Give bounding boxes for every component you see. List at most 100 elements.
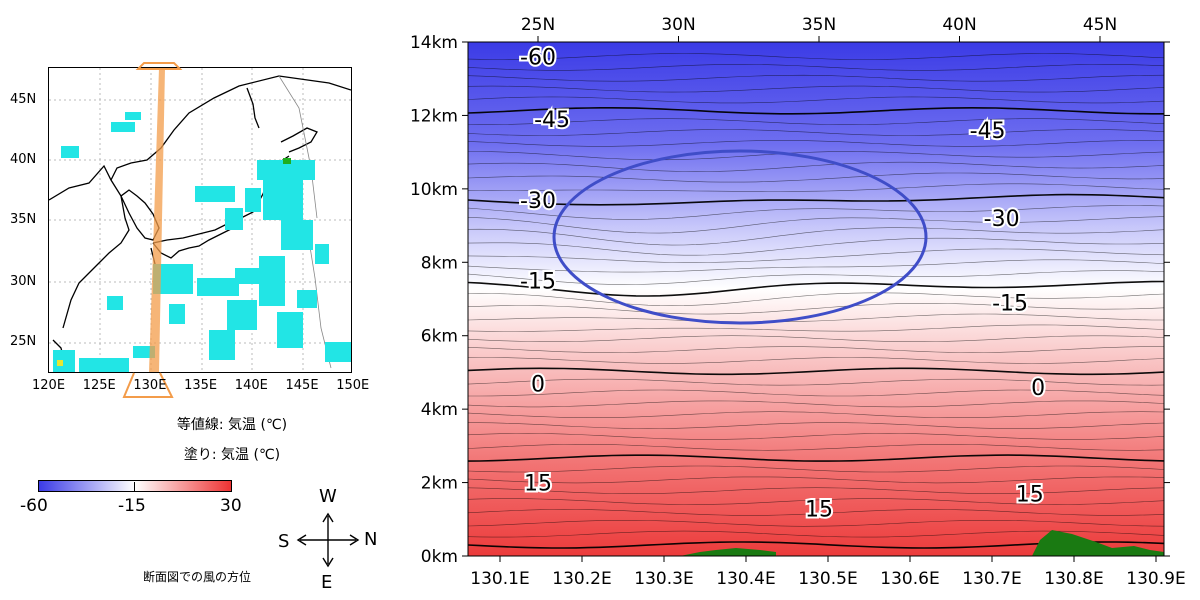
map-lon-tick: 150E [336,378,370,393]
y-tick-label: 12km [410,106,458,126]
contour-line [467,313,1164,323]
contour-line [467,205,1165,220]
annotation-ellipse [552,149,928,325]
contour-line [467,129,1165,136]
compass-right-label: N [364,529,378,550]
contour-line [467,248,1165,263]
contour-line [467,378,1165,386]
contour-line [467,357,1165,364]
map-lat-tick: 45N [10,92,37,107]
x-bottom-tick-label: 130.6E [880,569,939,589]
compass-caption: 断面図での風の方位 [143,570,252,584]
contour-line [467,465,1165,473]
y-axis: 0km 2km 4km 6km 8km 10km 12km 14km [410,33,1170,567]
contour-label: 15 [1016,483,1044,508]
contour-label: -15 [992,292,1028,317]
x-top-tick-label: 25N [521,15,555,35]
contour-line [467,53,1165,60]
map-lon-tick: 125E [82,378,116,393]
y-tick-label: 0km [421,547,458,567]
y-tick-label: 6km [421,327,458,347]
x-top-tick-label: 30N [661,15,695,35]
y-tick-label: 10km [410,180,458,200]
map-lat-tick: 35N [10,212,37,227]
map-lon-tick: 145E [285,378,319,393]
contour-line [467,292,1165,307]
map-yellow-patch [57,360,63,366]
terrain-left [680,548,776,556]
map-lat-tick: 30N [10,274,37,289]
terrain-right [1032,530,1164,556]
colorbar [38,480,232,492]
contour-label: -60 [520,46,556,71]
line-legend-label: 等値線: 気温 (℃) [176,417,288,433]
contour-line [467,520,1165,527]
x-top-tick-label: 45N [1083,15,1117,35]
contour-label: 0 [531,372,545,397]
contour-line [467,498,1165,505]
contour-label: -30 [520,189,556,214]
x-top-tick-label: 35N [802,15,836,35]
x-bottom-tick-label: 130.2E [552,569,611,589]
section-strip [149,68,165,372]
contour-line [468,389,1165,397]
plot-frame [467,41,1165,557]
map-lon-tick: 140E [234,378,268,393]
contour-line [467,400,1165,408]
contour-line [467,346,1164,353]
map-green-patch [283,158,291,164]
contour-labels: -60 -45 -45 -30 -30 -15 -15 0 0 15 15 15 [518,44,1047,525]
contour-line [467,443,1165,451]
contour-line [467,193,1165,206]
contour-line [467,96,1165,104]
contour-line [467,140,1165,147]
contour-label: -15 [520,270,556,295]
contour-line [467,487,1165,494]
colorbar-tick-max: 30 [220,496,242,516]
compass-left-label: S [278,531,290,552]
map-lon-tick: 120E [32,378,66,393]
contour-line [467,433,1165,440]
contour-line [467,509,1165,516]
contour-line [467,303,1165,315]
contour-line [467,259,1165,273]
map-lon-tick: 135E [184,378,218,393]
colorbar-mid-tick [134,482,135,492]
contour-line [467,161,1165,172]
contour-line [468,151,1165,161]
contour-line [467,335,1165,342]
contour-line [467,118,1165,125]
contour-line [467,367,1165,376]
contour-line [467,227,1165,246]
compass-down-label: E [321,572,333,593]
contour-line [467,237,1165,256]
contour-line [467,454,1165,462]
colorbar-tick-mid: -15 [118,496,146,516]
colorbar-tick-min: -60 [20,496,48,516]
x-bottom-tick-label: 130.9E [1126,569,1185,589]
map-lat-tick: 25N [10,334,37,349]
contour-line [467,85,1165,93]
y-tick-label: 2km [421,474,458,494]
fill-legend-label: 塗り: 気温 (℃) [183,447,281,463]
contour-lines [467,53,1165,549]
contour-label: 15 [524,472,552,497]
contour-line [467,172,1165,183]
x-axis-bottom: 130.1E 130.2E 130.3E 130.4E 130.5E 130.6E 130.… [470,556,1186,589]
map-lon-tick: 130E [133,378,167,393]
contour-label: -45 [970,119,1006,144]
x-axis-top: 25N 30N 35N 40N 45N [521,15,1117,42]
x-bottom-tick-label: 130.8E [1044,569,1103,589]
y-tick-label: 14km [410,33,458,53]
x-top-tick-label: 40N [942,15,976,35]
x-bottom-tick-label: 130.5E [798,569,857,589]
contour-line [467,64,1165,71]
x-bottom-tick-label: 130.3E [634,569,693,589]
contour-line [467,216,1165,234]
contour-line [467,530,1165,538]
contour-label: -45 [534,108,570,133]
x-bottom-tick-label: 130.7E [962,569,1021,589]
map-lat-tick: 40N [10,152,37,167]
map-panel [48,67,352,373]
